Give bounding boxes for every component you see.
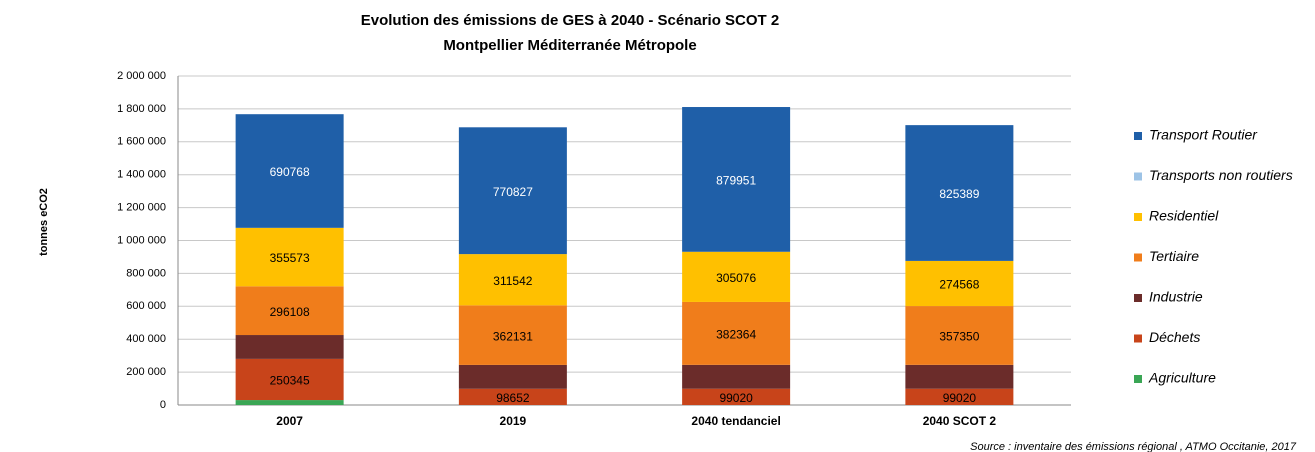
data-label: 99020 <box>943 391 977 405</box>
bar-segment <box>905 388 1014 405</box>
legend-label: Tertiaire <box>1149 248 1199 264</box>
data-label: 305076 <box>716 271 756 285</box>
legend-swatch <box>1134 213 1142 221</box>
legend-swatch <box>1134 334 1142 343</box>
bar-segment <box>458 364 567 389</box>
legend-label: Transports non routiers <box>1149 167 1293 183</box>
y-tick-label: 200 000 <box>126 366 166 378</box>
bar-segment <box>458 305 567 365</box>
bar-segment <box>458 388 567 405</box>
data-label: 250345 <box>270 374 310 388</box>
y-tick-label: 1 400 000 <box>117 169 166 181</box>
bar-segment <box>905 306 1014 365</box>
source: Source : inventaire des émissions région… <box>970 441 1297 452</box>
y-tick-label: 600 000 <box>126 300 166 312</box>
y-tick-label: 2 000 000 <box>117 70 166 82</box>
x-tick-label: 2019 <box>500 414 527 428</box>
data-label: 311542 <box>493 274 532 288</box>
x-tick-label: 2007 <box>276 414 303 428</box>
legend-label: Transport Routier <box>1149 127 1258 143</box>
bar-segment <box>235 286 344 336</box>
data-label: 274568 <box>939 278 979 292</box>
legend-swatch <box>1134 375 1142 383</box>
y-tick-label: 400 000 <box>126 333 166 345</box>
x-tick-label: 2040 SCOT 2 <box>923 414 997 428</box>
bar-segment <box>905 125 1014 261</box>
y-tick-label: 800 000 <box>126 267 166 279</box>
data-label: 879951 <box>716 174 756 188</box>
legend-label: Agriculture <box>1148 370 1216 386</box>
bar-segment <box>235 335 344 359</box>
bar-segment <box>682 107 791 252</box>
bar-segment <box>682 251 791 302</box>
bar-segment <box>235 358 344 401</box>
x-tick-label: 2040 tendanciel <box>691 414 780 428</box>
data-label: 362131 <box>493 329 533 343</box>
y-tick-label: 1 000 000 <box>117 234 166 246</box>
data-label: 98652 <box>496 391 530 405</box>
y-axis-label: tonnes eCO2 <box>38 188 50 256</box>
bar-segment <box>682 364 791 389</box>
legend-swatch <box>1134 294 1142 302</box>
bar-segment <box>905 364 1014 389</box>
data-label: 770827 <box>493 185 533 199</box>
data-label: 296108 <box>270 305 310 319</box>
legend-label: Déchets <box>1149 329 1200 345</box>
data-label: 355573 <box>270 251 310 265</box>
legend-swatch <box>1134 132 1142 140</box>
bar-segment <box>235 114 344 228</box>
bar-segment <box>458 127 567 255</box>
y-tick-label: 0 <box>160 399 166 411</box>
bar-segment <box>682 301 791 365</box>
legend-label: Industrie <box>1149 289 1203 305</box>
data-label: 357350 <box>939 330 979 344</box>
bar-segment <box>235 227 344 287</box>
legend-label: Residentiel <box>1149 208 1219 224</box>
legend-swatch <box>1134 172 1142 181</box>
bar-segment <box>458 254 567 306</box>
chart-subtitle: Montpellier Méditerranée Métropole <box>443 37 696 54</box>
data-label: 382364 <box>716 328 756 342</box>
y-tick-label: 1 600 000 <box>117 136 166 148</box>
bar-segment <box>235 400 344 405</box>
bar-segment <box>905 260 1014 307</box>
y-tick-label: 1 200 000 <box>117 202 166 214</box>
data-label: 825389 <box>939 187 979 201</box>
chart-title: Evolution des émissions de GES à 2040 - … <box>361 12 779 29</box>
data-label: 99020 <box>719 391 753 405</box>
y-tick-label: 1 800 000 <box>117 103 166 115</box>
data-label: 690768 <box>270 165 310 179</box>
legend-swatch <box>1134 253 1142 262</box>
bar-segment <box>682 388 791 405</box>
